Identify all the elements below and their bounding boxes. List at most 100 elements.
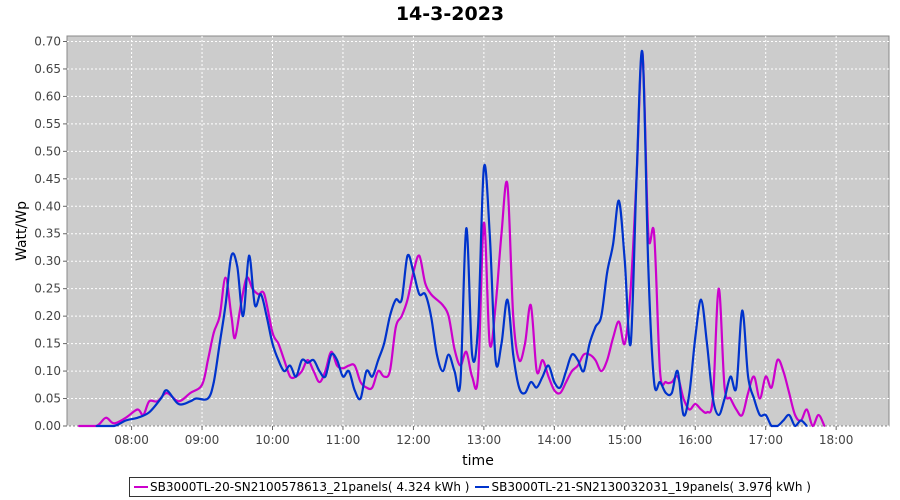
series-1-point: [263, 293, 266, 296]
series-1-point: [518, 359, 520, 361]
y-tick-label: 0.25: [34, 282, 61, 296]
series-2-point: [377, 359, 380, 361]
series-2-point: [594, 326, 597, 328]
chart-title: 14-3-2023: [395, 3, 505, 25]
series-1-point: [788, 392, 791, 394]
series-1-point: [124, 416, 127, 419]
series-layer: [77, 49, 826, 428]
series-1-point: [377, 370, 380, 372]
series-1-point: [389, 370, 391, 372]
series-2-point: [283, 370, 286, 372]
series-2-point: [559, 386, 562, 389]
x-axis-ticks: 08:00 09:00 10:00 11:00 12:00 13:00 14:00 15:00…: [114, 426, 853, 447]
series-2-point: [277, 359, 280, 361]
legend-swatch-series-2: [475, 486, 490, 488]
series-1-point: [330, 350, 333, 353]
series-2-point: [295, 375, 297, 378]
x-tick-label: 09:00: [185, 433, 220, 447]
series-1-point: [424, 282, 427, 285]
series-2-point: [254, 304, 256, 307]
series-2-point: [430, 315, 432, 317]
series-1-point: [700, 408, 702, 411]
series-1-point: [665, 381, 667, 383]
series-2-point: [500, 342, 503, 345]
series-1-point: [342, 367, 344, 370]
series-2-point: [95, 425, 98, 427]
series-2-point: [189, 400, 192, 403]
series-2-point: [165, 389, 168, 392]
series-1-point: [201, 383, 203, 386]
series-1-point: [383, 375, 385, 378]
series-2-point: [336, 359, 338, 361]
series-2-point: [207, 397, 209, 400]
series-1-point: [318, 381, 321, 383]
series-2-point: [629, 342, 632, 345]
series-2-point: [753, 397, 755, 400]
series-2-point: [160, 397, 162, 400]
y-tick-label: 0.30: [34, 254, 61, 268]
series-1-point: [753, 375, 755, 378]
series-2-point: [788, 414, 791, 416]
series-2-point: [148, 411, 151, 414]
series-1-point: [324, 370, 327, 372]
series-2-point: [488, 232, 491, 235]
series-1-point: [353, 364, 356, 367]
series-1-point: [301, 370, 303, 372]
series-2-point: [324, 375, 327, 378]
series-2-point: [565, 370, 567, 372]
series-2-point: [371, 375, 374, 378]
series-1-point: [477, 375, 479, 378]
y-tick-label: 0.40: [34, 199, 61, 213]
series-1-point: [776, 359, 779, 361]
x-tick-label: 08:00: [114, 433, 149, 447]
series-1-point: [465, 350, 468, 353]
series-2-point: [735, 386, 738, 389]
chart-legend: SB3000TL-20-SN2100578613_21panels( 4.324…: [129, 477, 811, 497]
y-axis-ticks: 0.00 0.05 0.10 0.15 0.20 0.25 0.30 0.35 0.40 0.45…: [34, 34, 67, 433]
series-2-point: [301, 359, 303, 361]
series-2-point: [230, 254, 233, 257]
series-1-point: [506, 183, 509, 186]
series-1-point: [207, 359, 209, 361]
legend-label-series-2: SB3000TL-21-SN2130032031_19panels( 3.976…: [491, 480, 811, 494]
series-2-point: [389, 315, 391, 317]
series-1-point: [694, 403, 697, 405]
series-2-point: [741, 309, 744, 312]
series-1-point: [177, 400, 180, 403]
series-1-point: [535, 370, 538, 372]
y-axis-label: Watt/Wp: [14, 201, 30, 261]
y-tick-label: 0.05: [34, 392, 61, 406]
series-1-point: [430, 293, 432, 296]
series-2-point: [659, 381, 661, 383]
series-1-point: [670, 381, 673, 383]
legend-item-series-1: SB3000TL-20-SN2100578613_21panels( 4.324…: [134, 480, 469, 494]
series-2-point: [712, 397, 714, 400]
series-2-point: [383, 342, 385, 345]
series-2-point: [259, 293, 262, 296]
series-2-point: [794, 425, 796, 427]
legend-item-series-2: SB3000TL-21-SN2130032031_19panels( 3.976…: [475, 480, 811, 494]
series-1-point: [234, 337, 236, 339]
series-2-point: [529, 381, 532, 383]
series-2-point: [365, 370, 368, 372]
series-2-point: [688, 392, 691, 394]
series-1-point: [659, 370, 661, 372]
series-1-point: [606, 359, 609, 361]
series-1-point: [612, 337, 614, 339]
series-1-point: [271, 331, 274, 334]
series-2-point: [770, 425, 773, 427]
y-tick-label: 0.60: [34, 89, 61, 103]
series-2-point: [776, 425, 779, 427]
series-2-point: [465, 227, 468, 230]
series-2-point: [400, 298, 403, 301]
y-tick-label: 0.10: [34, 364, 61, 378]
series-1-point: [811, 425, 814, 427]
series-1-point: [336, 364, 338, 367]
series-2-point: [342, 375, 344, 378]
series-1-point: [741, 414, 744, 416]
x-tick-label: 14:00: [537, 433, 572, 447]
series-2-point: [717, 414, 720, 416]
x-axis-label: time: [462, 453, 494, 469]
series-1-point: [471, 375, 473, 378]
